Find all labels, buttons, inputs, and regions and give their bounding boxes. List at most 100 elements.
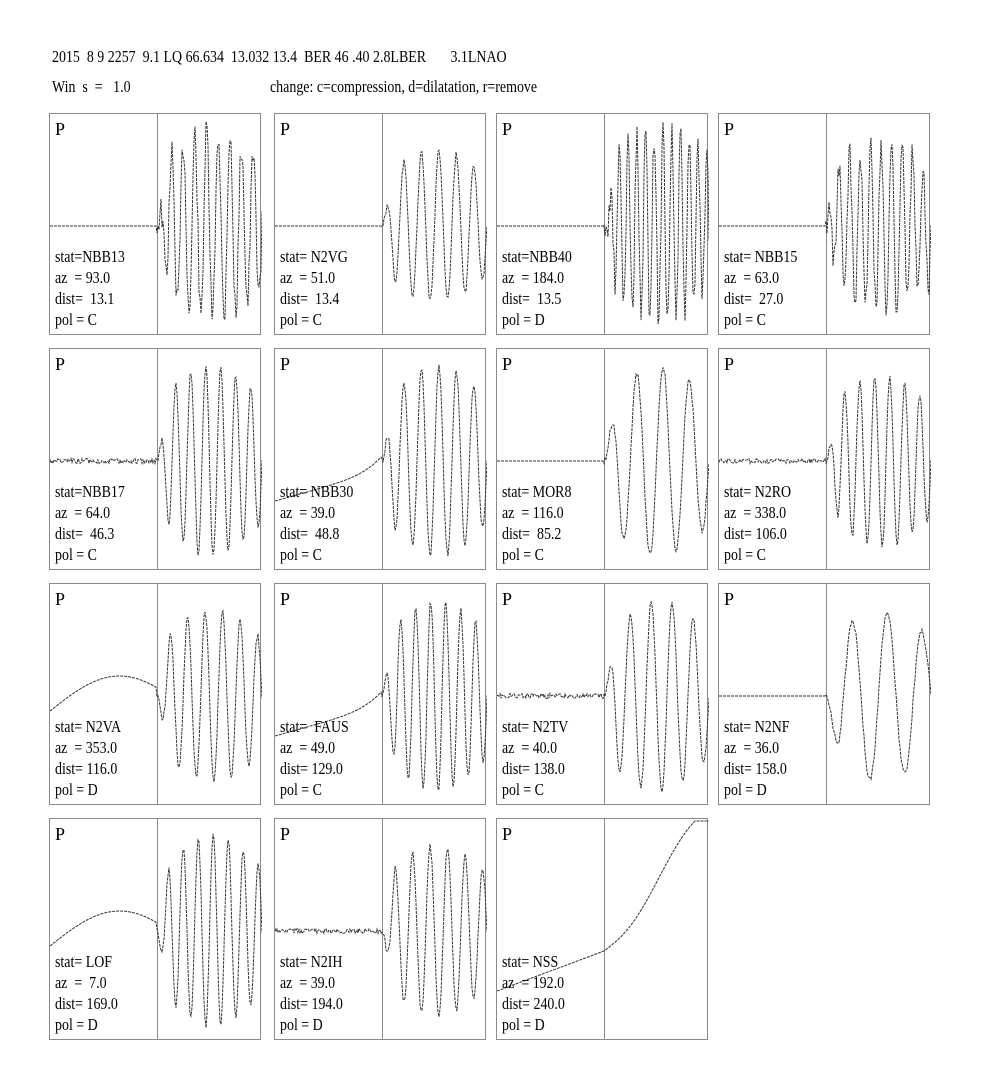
station-info: stat= N2IH az = 39.0 dist= 194.0 pol = D (280, 951, 343, 1035)
waveform-line (275, 364, 487, 557)
station-dist: dist= 158.0 (724, 759, 787, 778)
waveform-trace (719, 611, 931, 781)
station-stat: stat= NBB15 (724, 247, 798, 266)
station-info: stat= N2RO az = 338.0 dist= 106.0 pol = C (724, 481, 791, 565)
station-pol: pol = C (280, 780, 322, 799)
station-dist: dist= 240.0 (502, 994, 565, 1013)
waveform-trace (50, 833, 262, 1028)
station-pol: pol = C (502, 780, 544, 799)
station-az: az = 39.0 (280, 503, 336, 522)
waveform-trace (275, 843, 487, 1017)
station-pol: pol = D (280, 1015, 323, 1034)
event-header: 2015 8 9 2257 9.1 LQ 66.634 13.032 13.4 … (52, 47, 507, 66)
station-pol: pol = C (724, 545, 766, 564)
phase-label: P (502, 824, 513, 844)
pick-marker-line (382, 114, 383, 334)
station-info: stat= LOF az = 7.0 dist= 169.0 pol = D (55, 951, 118, 1035)
station-pol: pol = C (724, 310, 766, 329)
station-dist: dist= 169.0 (55, 994, 118, 1013)
phase-label: P (724, 354, 735, 374)
station-stat: stat= NBB30 (280, 482, 354, 501)
waveform-line (50, 609, 262, 782)
pick-marker-line (826, 584, 827, 804)
phase-label: P (724, 119, 735, 139)
station-info: stat= N2VA az = 353.0 dist= 116.0 pol = D (55, 716, 121, 800)
station-stat: stat= N2IH (280, 952, 343, 971)
station-pol: pol = C (55, 545, 97, 564)
pick-marker-line (826, 349, 827, 569)
waveform-line (50, 121, 262, 321)
station-stat: stat= N2RO (724, 482, 792, 501)
station-az: az = 39.0 (280, 973, 336, 992)
pick-marker-line (604, 584, 605, 804)
waveform-line (719, 611, 931, 781)
station-info: stat= MOR8 az = 116.0 dist= 85.2 pol = C (502, 481, 571, 565)
station-dist: dist= 13.4 (280, 289, 340, 308)
station-stat: stat= N2VA (55, 717, 122, 736)
waveform-line (497, 122, 709, 325)
station-info: stat= N2VG az = 51.0 dist= 13.4 pol = C (280, 246, 348, 330)
station-info: stat= NSS az = 192.0 dist= 240.0 pol = D (502, 951, 565, 1035)
phase-label: P (280, 824, 291, 844)
station-info: stat=NBB40 az = 184.0 dist= 13.5 pol = D (502, 246, 572, 330)
phase-label: P (55, 824, 66, 844)
station-dist: dist= 13.5 (502, 289, 562, 308)
station-az: az = 40.0 (502, 738, 558, 757)
station-az: az = 7.0 (55, 973, 107, 992)
waveform-trace (50, 121, 262, 321)
pick-marker-line (157, 584, 158, 804)
station-pol: pol = D (55, 780, 98, 799)
station-az: az = 93.0 (55, 268, 111, 287)
station-stat: stat= FAUS (280, 717, 349, 736)
waveform-trace (497, 122, 709, 325)
waveform-line (275, 601, 487, 791)
station-az: az = 49.0 (280, 738, 336, 757)
station-az: az = 338.0 (724, 503, 787, 522)
station-dist: dist= 138.0 (502, 759, 565, 778)
station-info: stat=NBB13 az = 93.0 dist= 13.1 pol = C (55, 246, 125, 330)
station-dist: dist= 106.0 (724, 524, 787, 543)
waveform-trace (497, 820, 709, 992)
station-pol: pol = C (55, 310, 97, 329)
station-stat: stat= N2NF (724, 717, 790, 736)
waveform-line (275, 843, 487, 1017)
station-stat: stat=NBB17 (55, 482, 125, 501)
waveform-line (497, 600, 709, 792)
station-info: stat= NBB15 az = 63.0 dist= 27.0 pol = C (724, 246, 797, 330)
station-dist: dist= 46.3 (55, 524, 115, 543)
station-az: az = 192.0 (502, 973, 565, 992)
station-az: az = 184.0 (502, 268, 565, 287)
station-stat: stat= N2VG (280, 247, 348, 266)
phase-label: P (55, 589, 66, 609)
phase-label: P (724, 589, 735, 609)
station-pol: pol = D (502, 310, 545, 329)
waveform-trace (50, 366, 262, 556)
station-dist: dist= 116.0 (55, 759, 118, 778)
pick-marker-line (604, 819, 605, 1039)
phase-label: P (502, 589, 513, 609)
station-dist: dist= 129.0 (280, 759, 343, 778)
station-az: az = 116.0 (502, 503, 564, 522)
waveform-trace (275, 601, 487, 791)
station-info: stat= NBB30 az = 39.0 dist= 48.8 pol = C (280, 481, 353, 565)
station-pol: pol = D (724, 780, 767, 799)
phase-label: P (280, 354, 291, 374)
change-instructions: change: c=compression, d=dilatation, r=r… (270, 77, 538, 96)
waveform-trace (719, 137, 931, 316)
pick-marker-line (382, 819, 383, 1039)
